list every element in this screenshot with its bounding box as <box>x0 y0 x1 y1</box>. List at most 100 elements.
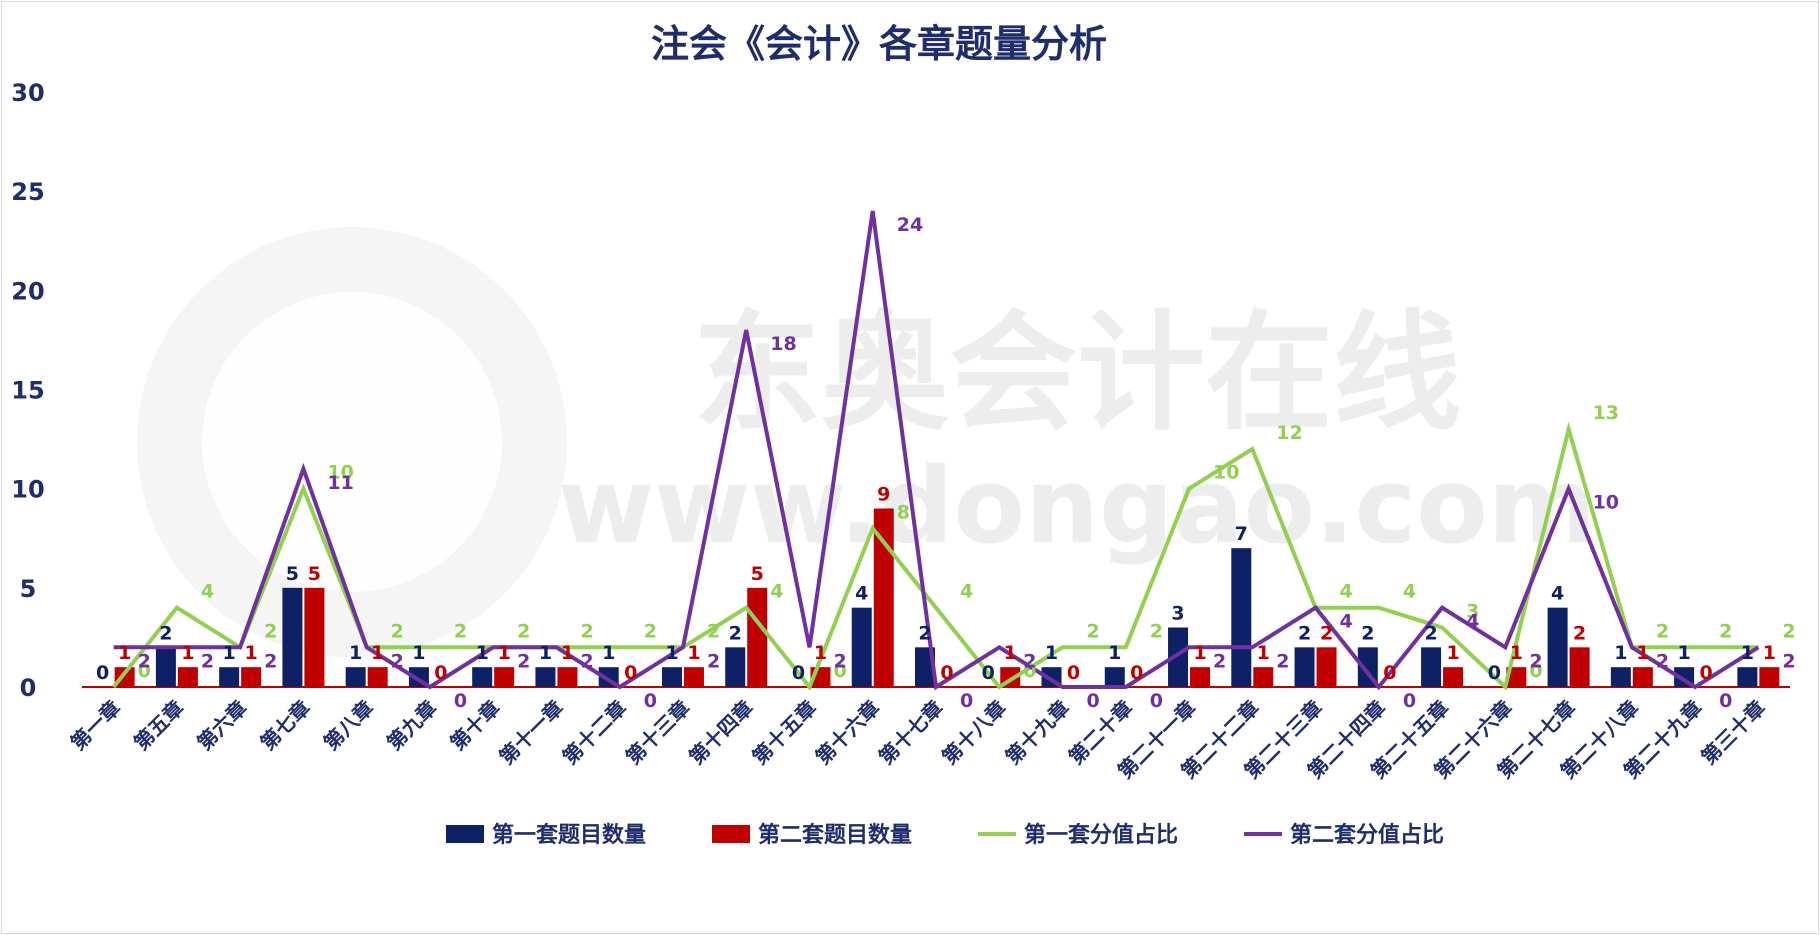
label-set2-share: 2 <box>517 650 530 672</box>
label-set1-share: 10 <box>327 462 353 484</box>
bar-set1 <box>1421 647 1442 687</box>
label-set1-count: 1 <box>1741 642 1754 664</box>
label-set2-share: 2 <box>1656 650 1669 672</box>
label-set2-share: 24 <box>897 214 923 236</box>
label-set1-count: 2 <box>918 622 931 644</box>
label-set1-share: 4 <box>770 581 783 603</box>
bar-set2 <box>1253 667 1274 687</box>
label-set2-count: 9 <box>877 484 890 506</box>
chart-title: 注会《会计》各章题量分析 <box>651 22 1107 66</box>
label-set2-count: 1 <box>1636 642 1649 664</box>
label-set1-share: 2 <box>1656 620 1669 642</box>
label-set1-count: 1 <box>1045 642 1058 664</box>
bar-set2 <box>494 667 515 687</box>
bar-set1 <box>282 587 303 687</box>
label-set2-share: 2 <box>391 650 404 672</box>
bar-set1 <box>915 647 935 687</box>
y-tick-label: 0 <box>20 674 37 702</box>
y-tick-label: 15 <box>11 377 44 405</box>
label-set1-count: 4 <box>855 583 868 605</box>
x-tick-label: 第九章 <box>382 696 441 755</box>
label-set1-share: 4 <box>960 581 973 603</box>
line-set2-share <box>113 210 1760 691</box>
x-tick-label: 第一章 <box>66 696 125 755</box>
label-set1-share: 10 <box>1213 462 1239 484</box>
y-tick-label: 20 <box>11 277 44 305</box>
label-set1-count: 7 <box>1235 523 1248 545</box>
watermark-text: 东奥会计在线 <box>693 299 1461 448</box>
label-set2-share: 2 <box>1782 650 1795 672</box>
x-tick-label: 第十一章 <box>494 696 568 770</box>
label-set2-share: 2 <box>1276 650 1289 672</box>
bar-set2 <box>1506 667 1527 687</box>
bar-set1 <box>472 667 493 687</box>
label-set1-share: 13 <box>1593 402 1619 424</box>
label-set2-share: 0 <box>1719 690 1732 712</box>
x-tick-label: 第八章 <box>319 696 378 755</box>
label-set2-share: 2 <box>1529 650 1542 672</box>
y-tick-label: 25 <box>11 178 44 206</box>
bar-set2 <box>304 587 325 687</box>
label-set1-count: 1 <box>1108 642 1121 664</box>
y-tick-label: 30 <box>11 79 44 107</box>
bar-set2 <box>873 508 894 687</box>
label-set1-share: 2 <box>644 620 657 642</box>
bar-set1 <box>535 667 556 687</box>
bar-set2 <box>1190 667 1211 687</box>
label-set1-count: 2 <box>1361 622 1374 644</box>
bar-set2 <box>241 667 262 687</box>
x-tick-label: 第五章 <box>129 696 188 755</box>
x-tick-label: 第七章 <box>256 696 315 755</box>
legend: 第一套题目数量 第二套题目数量 第一套分值占比 第二套分值占比 <box>446 822 1444 848</box>
label-set2-share: 10 <box>1593 492 1619 514</box>
legend-label: 第二套分值占比 <box>1290 822 1444 848</box>
label-set1-count: 1 <box>539 642 552 664</box>
label-set1-count: 0 <box>1488 662 1501 684</box>
x-tick-label: 第十九章 <box>1001 696 1075 770</box>
label-set1-share: 3 <box>1466 601 1479 623</box>
bar-set1 <box>1168 627 1189 687</box>
label-set1-share: 2 <box>1150 620 1163 642</box>
bar-set1 <box>1610 667 1631 687</box>
label-set2-count: 1 <box>498 642 511 664</box>
label-set2-share: 0 <box>1403 690 1416 712</box>
label-set2-share: 0 <box>1150 690 1163 712</box>
label-set1-share: 2 <box>1719 620 1732 642</box>
label-set2-share: 4 <box>1340 611 1353 633</box>
label-set2-count: 1 <box>814 642 827 664</box>
y-axis: 0 5 10 15 20 25 30 <box>11 79 44 702</box>
label-set1-share: 2 <box>454 620 467 642</box>
label-set2-count: 1 <box>118 642 131 664</box>
x-tick-label: 第六章 <box>192 696 251 755</box>
label-set2-share: 2 <box>833 650 846 672</box>
bar-set2 <box>367 667 388 687</box>
label-set1-count: 0 <box>982 662 995 684</box>
label-set2-count: 1 <box>1257 642 1270 664</box>
bar-set1 <box>661 667 682 687</box>
bar-set2 <box>747 587 768 687</box>
label-set2-count: 1 <box>245 642 258 664</box>
bar-set1 <box>1547 607 1568 687</box>
label-set1-share: 4 <box>201 581 214 603</box>
bar-set2 <box>557 667 578 687</box>
watermark-url: www.dongao.com <box>558 445 1596 567</box>
x-tick-label: 第十八章 <box>937 696 1011 770</box>
bar-set1 <box>1294 647 1315 687</box>
label-set2-share: 2 <box>1213 650 1226 672</box>
label-set2-count: 0 <box>1067 662 1080 684</box>
x-tick-label: 第十二章 <box>558 696 632 770</box>
bar-set2 <box>1443 667 1464 687</box>
legend-swatch <box>712 825 750 843</box>
label-set2-share: 18 <box>770 333 796 355</box>
label-set2-share: 2 <box>707 650 720 672</box>
x-tick-label: 第十五章 <box>747 696 821 770</box>
label-set2-count: 1 <box>1446 642 1459 664</box>
label-set1-count: 2 <box>1424 622 1437 644</box>
x-tick-label: 第十四章 <box>684 696 758 770</box>
x-axis: 第一章 第五章 第六章 第七章 第八章 第九章 第十章第十一章第十二章第十三章第十四章第十五… <box>66 696 1770 784</box>
label-set2-share: 2 <box>580 650 593 672</box>
label-set1-count: 2 <box>729 622 742 644</box>
x-tick-label: 第三十章 <box>1696 696 1770 770</box>
